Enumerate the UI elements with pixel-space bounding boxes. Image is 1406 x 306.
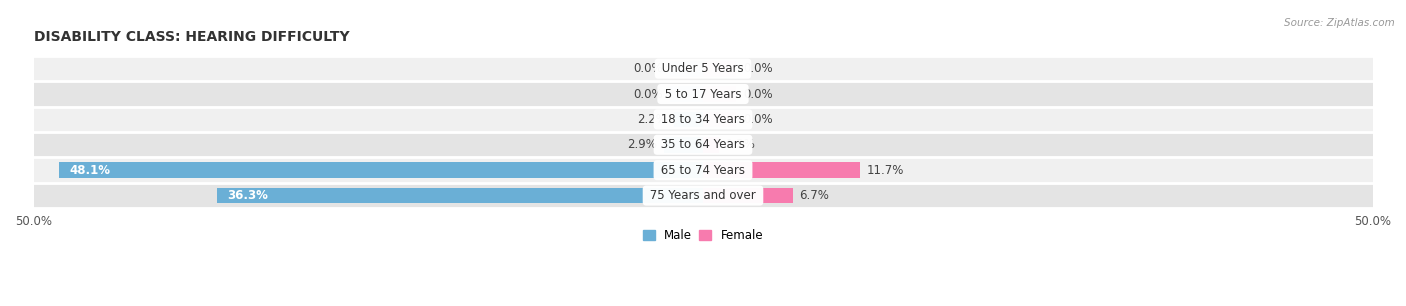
Text: 0.0%: 0.0%	[744, 88, 773, 100]
Bar	[703, 86, 737, 102]
Bar	[664, 137, 703, 153]
Bar	[703, 137, 718, 153]
Text: 11.7%: 11.7%	[866, 164, 904, 177]
Text: 75 Years and over: 75 Years and over	[647, 189, 759, 202]
Text: 18 to 34 Years: 18 to 34 Years	[657, 113, 749, 126]
Bar	[703, 61, 737, 76]
Text: 5 to 17 Years: 5 to 17 Years	[661, 88, 745, 100]
Text: 1.2%: 1.2%	[725, 138, 755, 151]
Text: 48.1%: 48.1%	[70, 164, 111, 177]
Text: DISABILITY CLASS: HEARING DIFFICULTY: DISABILITY CLASS: HEARING DIFFICULTY	[34, 30, 349, 44]
Text: 2.2%: 2.2%	[637, 113, 666, 126]
Text: 36.3%: 36.3%	[228, 189, 269, 202]
Bar	[34, 183, 1372, 208]
Text: 35 to 64 Years: 35 to 64 Years	[657, 138, 749, 151]
Bar	[703, 188, 793, 203]
Text: 0.0%: 0.0%	[633, 88, 662, 100]
Legend: Male, Female: Male, Female	[638, 225, 768, 247]
Text: 2.9%: 2.9%	[627, 138, 658, 151]
Bar	[217, 188, 703, 203]
Bar	[59, 162, 703, 178]
Text: 6.7%: 6.7%	[800, 189, 830, 202]
Bar	[669, 61, 703, 76]
Bar	[669, 86, 703, 102]
Bar	[673, 111, 703, 127]
Text: 0.0%: 0.0%	[633, 62, 662, 75]
Bar	[34, 107, 1372, 132]
Bar	[34, 56, 1372, 81]
Bar	[34, 158, 1372, 183]
Text: Under 5 Years: Under 5 Years	[658, 62, 748, 75]
Text: Source: ZipAtlas.com: Source: ZipAtlas.com	[1284, 18, 1395, 28]
Bar	[703, 162, 859, 178]
Bar	[34, 81, 1372, 107]
Text: 0.0%: 0.0%	[744, 113, 773, 126]
Bar	[703, 111, 737, 127]
Text: 65 to 74 Years: 65 to 74 Years	[657, 164, 749, 177]
Bar	[34, 132, 1372, 158]
Text: 0.0%: 0.0%	[744, 62, 773, 75]
